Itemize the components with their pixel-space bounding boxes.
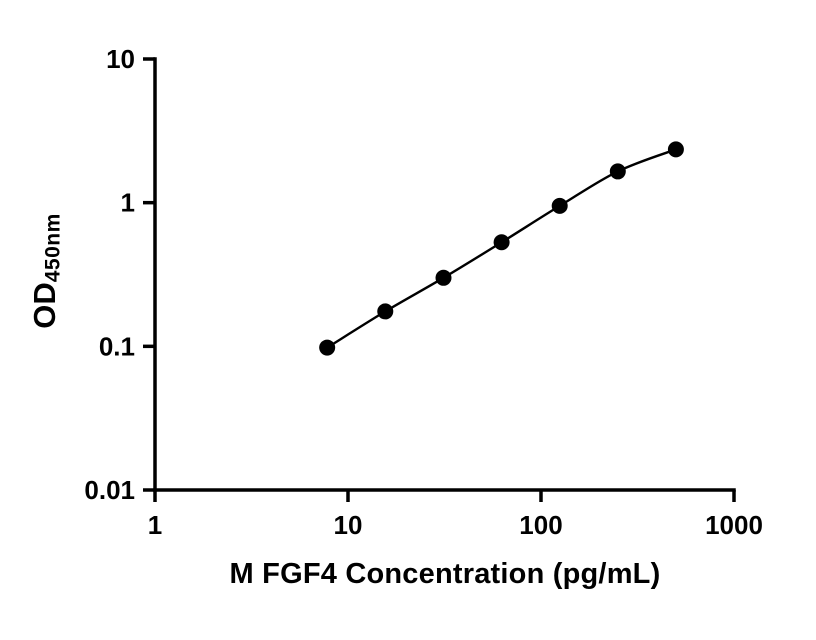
data-point [667,141,684,158]
y-axis-title: OD450nm [27,101,69,441]
x-tick-label: 1000 [705,510,763,540]
y-axis-title-subscript: 450nm [41,213,65,283]
data-point [551,197,568,214]
y-tick-label: 0.1 [99,331,135,361]
data-point [377,303,394,320]
x-tick-label: 10 [334,510,363,540]
data-point [609,163,626,180]
y-tick-label: 0.01 [84,475,135,505]
x-tick-label: 1 [148,510,162,540]
y-tick-label: 1 [121,188,135,218]
x-tick-label: 100 [519,510,562,540]
y-axis-title-main: OD [27,282,62,329]
data-point [435,269,452,286]
x-axis-title: M FGF4 Concentration (pg/mL) [229,558,661,590]
data-point [493,234,510,251]
data-point [319,339,336,356]
y-tick-label: 10 [106,44,135,74]
